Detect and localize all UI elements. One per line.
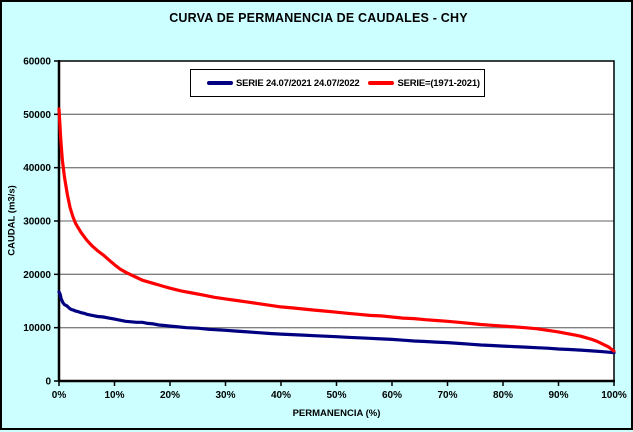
legend-swatch-blue-line — [207, 81, 233, 85]
series-line-serie-2021-2022 — [57, 290, 616, 355]
x-tick-label: 0% — [52, 390, 67, 401]
x-tick-label: 50% — [326, 390, 346, 401]
y-tick-label: 20000 — [23, 270, 51, 281]
legend-entry-serie-2021-2022: SERIE 24.07/2021 24.07/2022 — [207, 77, 360, 89]
legend-label: SERIE=(1971-2021) — [397, 77, 480, 89]
legend-entry-serie-1971-2021: SERIE=(1971-2021) — [368, 77, 480, 89]
series-line-serie-1971-2021 — [57, 107, 616, 353]
legend-label: SERIE 24.07/2021 24.07/2022 — [236, 77, 360, 89]
y-tick-label: 60000 — [23, 57, 51, 68]
y-tick-label: 40000 — [23, 163, 51, 174]
x-tick-label: 40% — [271, 390, 291, 401]
y-tick-label: 0 — [45, 377, 51, 388]
x-tick-label: 30% — [215, 390, 235, 401]
x-tick-label: 100% — [601, 390, 627, 401]
y-axis-title: CAUDAL (m3/s) — [6, 185, 18, 256]
legend-swatch-red-line — [368, 81, 395, 85]
y-tick-label: 10000 — [23, 323, 51, 334]
legend: SERIE 24.07/2021 24.07/2022 SERIE=(1971-… — [190, 69, 485, 97]
x-tick-label: 90% — [548, 390, 568, 401]
x-tick-label: 60% — [382, 390, 402, 401]
chart-title: CURVA DE PERMANENCIA DE CAUDALES - CHY — [169, 11, 468, 25]
x-tick-label: 80% — [493, 390, 513, 401]
x-tick-label: 20% — [160, 390, 180, 401]
x-tick-label: 70% — [437, 390, 457, 401]
x-axis-title: PERMANENCIA (%) — [292, 408, 381, 419]
x-tick-label: 10% — [104, 390, 124, 401]
y-tick-label: 50000 — [23, 110, 51, 121]
y-tick-label: 30000 — [23, 217, 51, 228]
